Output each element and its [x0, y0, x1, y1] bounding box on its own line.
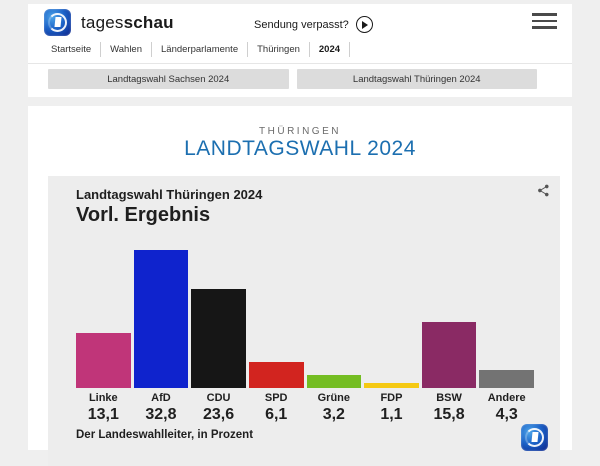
bar-group-gruene: Grüne 3,2	[306, 250, 362, 424]
tagesschau-logo-icon	[44, 9, 71, 36]
play-icon	[355, 16, 373, 33]
breadcrumb-item-thueringen[interactable]: Thüringen	[248, 42, 310, 57]
chart-subtitle: Vorl. Ergebnis	[76, 204, 211, 226]
bar-label-gruene: Grüne	[317, 392, 351, 404]
hamburger-menu-icon[interactable]	[532, 13, 557, 33]
bar-label-afd: AfD	[151, 392, 171, 404]
bar-label-fdp: FDP	[380, 392, 403, 404]
brand-bold: schau	[123, 12, 174, 32]
brand-regular: tages	[81, 12, 124, 32]
breadcrumb-item-2024[interactable]: 2024	[310, 42, 351, 57]
brand-wordmark: tagesschau	[81, 13, 174, 33]
bar-group-cdu: CDU 23,6	[191, 250, 246, 424]
bar-value-bsw: 15,8	[433, 406, 465, 423]
header-divider	[28, 63, 572, 64]
chart-source: Der Landeswahlleiter, in Prozent	[76, 429, 254, 441]
region-kicker: THÜRINGEN	[259, 126, 341, 137]
breadcrumb-item-wahlen[interactable]: Wahlen	[101, 42, 152, 57]
bar-group-linke: Linke 13,1	[76, 250, 131, 424]
bar-value-afd: 32,8	[145, 406, 177, 423]
tagesschau-home-link[interactable]: tagesschau	[44, 9, 174, 36]
tab-landtagswahl-sachsen-2024[interactable]: Landtagswahl Sachsen 2024	[48, 69, 289, 89]
bar-value-andere: 4,3	[495, 406, 518, 423]
bar-andere	[479, 369, 534, 388]
bar-label-cdu: CDU	[206, 392, 231, 404]
tab-landtagswahl-thueringen-2024[interactable]: Landtagswahl Thüringen 2024	[296, 69, 537, 89]
bar-linke	[76, 332, 131, 388]
share-icon[interactable]	[537, 184, 550, 197]
bar-value-spd: 6,1	[265, 406, 288, 423]
bar-label-linke: Linke	[88, 392, 118, 404]
bar-gruene	[306, 374, 362, 388]
election-tabs: Landtagswahl Sachsen 2024 Landtagswahl T…	[48, 69, 537, 89]
bar-group-andere: Andere 4,3	[479, 250, 534, 424]
results-chart-card: Landtagswahl Thüringen 2024 Vorl. Ergebn…	[48, 176, 560, 466]
tagesschau-watermark-icon	[521, 424, 548, 451]
bar-fdp	[364, 383, 419, 388]
bar-chart: Linke 13,1 AfD 32,8 CDU 23,6 SPD 6,1 Grüne 3,2 FDP…	[76, 250, 534, 424]
missed-broadcast-label: Sendung verpasst?	[254, 18, 349, 31]
bar-value-fdp: 1,1	[380, 406, 403, 423]
bar-value-linke: 13,1	[87, 406, 119, 423]
bar-cdu	[191, 288, 246, 388]
bar-group-afd: AfD 32,8	[133, 250, 189, 424]
chart-title: Landtagswahl Thüringen 2024	[76, 187, 263, 202]
main-content: THÜRINGEN LANDTAGSWAHL 2024 Landtagswahl…	[28, 106, 572, 466]
bar-afd	[133, 250, 189, 388]
bar-group-spd: SPD 6,1	[248, 250, 304, 424]
bar-label-andere: Andere	[487, 392, 526, 404]
bar-label-bsw: BSW	[436, 392, 462, 404]
bar-bsw	[421, 321, 477, 388]
missed-broadcast-link[interactable]: Sendung verpasst?	[254, 16, 373, 33]
breadcrumb-item-startseite[interactable]: Startseite	[42, 42, 102, 57]
bar-value-gruene: 3,2	[322, 406, 345, 423]
breadcrumb: Startseite Wahlen Länderparlamente Thüringe…	[42, 42, 351, 57]
page-title: LANDTAGSWAHL 2024	[184, 137, 416, 160]
bar-group-bsw: BSW 15,8	[421, 250, 477, 424]
bar-spd	[248, 362, 304, 388]
bar-value-cdu: 23,6	[202, 406, 235, 423]
bar-group-fdp: FDP 1,1	[364, 250, 419, 424]
breadcrumb-item-l-nderparlamente[interactable]: Länderparlamente	[152, 42, 249, 57]
site-header: tagesschau Sendung verpasst? Startseite W…	[28, 4, 572, 97]
bar-label-spd: SPD	[264, 392, 288, 404]
